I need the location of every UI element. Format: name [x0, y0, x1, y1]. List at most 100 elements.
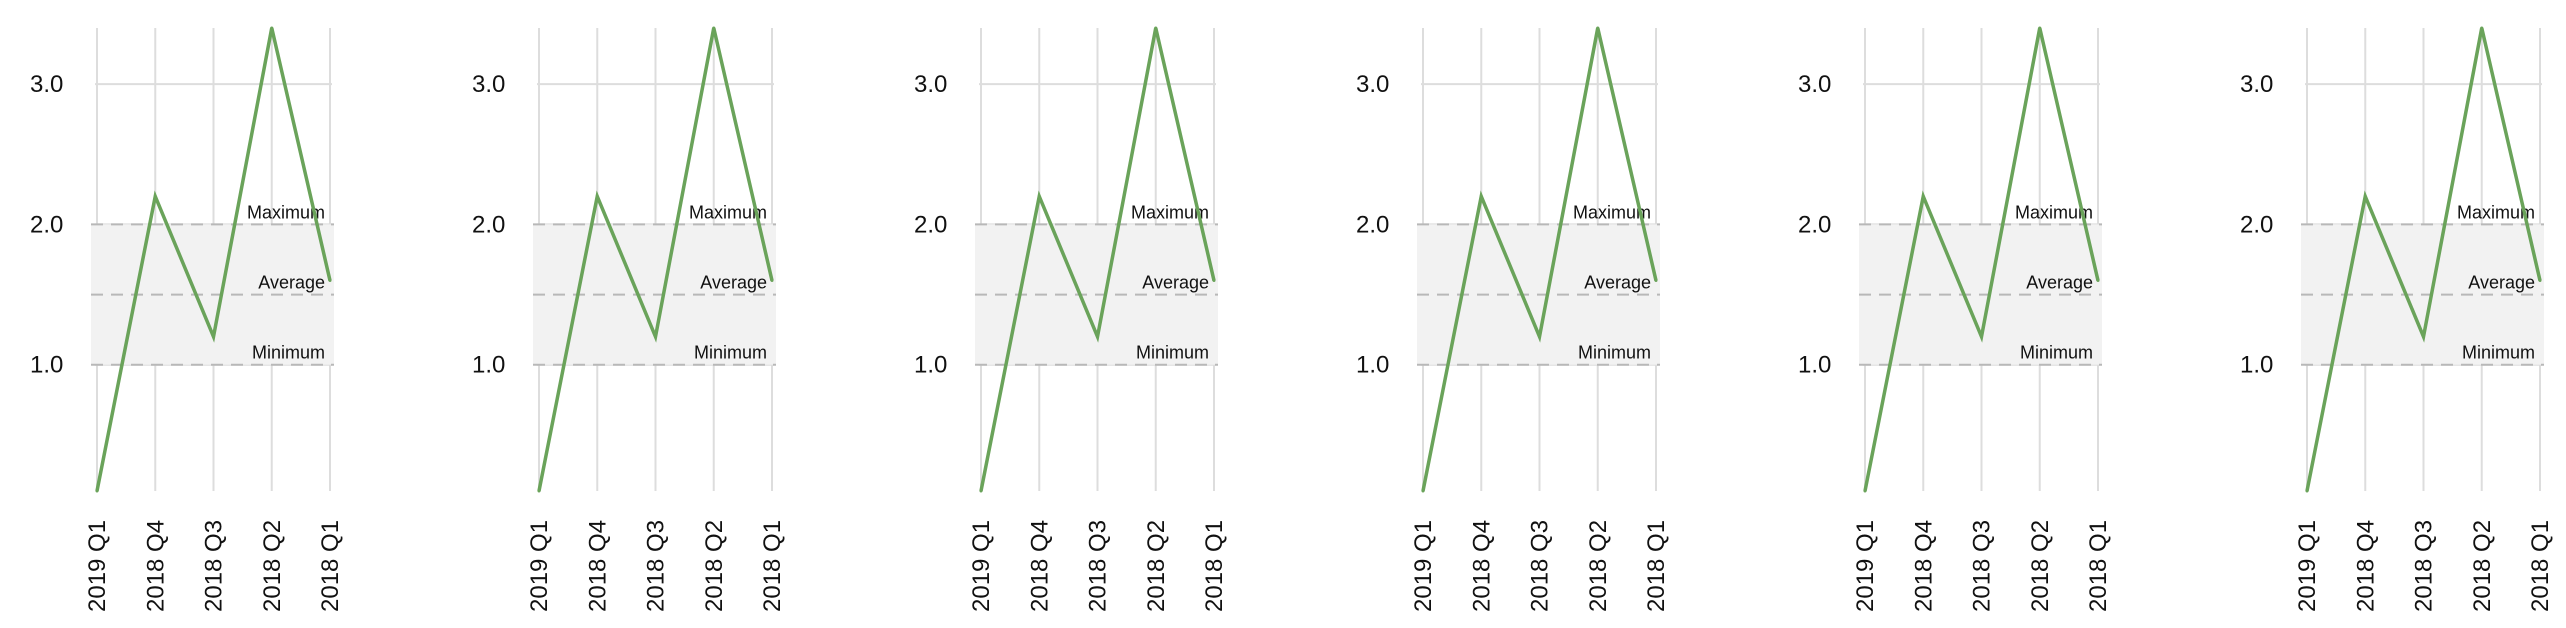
x-tick-label: 2018 Q1	[2085, 520, 2112, 612]
chart-4: Maximum Average Minimum 1.0 2.0 3.0 2019 Q1 201…	[1356, 26, 1670, 612]
x-tick-label: 2018 Q4	[1910, 520, 1937, 612]
reference-label-minimum: Minimum	[252, 343, 325, 363]
y-tick-label: 3.0	[30, 71, 63, 98]
x-tick-label: 2019 Q1	[2294, 520, 2321, 612]
chart-5: Maximum Average Minimum 1.0 2.0 3.0 2019 Q1 201…	[1798, 26, 2112, 612]
y-tick-label: 3.0	[1356, 71, 1389, 98]
y-tick-label: 1.0	[2240, 352, 2273, 379]
reference-label-average: Average	[1584, 273, 1651, 293]
data-point	[979, 489, 983, 493]
y-tick-label: 1.0	[1798, 352, 1831, 379]
data-point	[1654, 279, 1658, 283]
x-tick-label: 2018 Q2	[701, 520, 728, 612]
x-tick-label: 2018 Q2	[259, 520, 286, 612]
data-point	[95, 489, 99, 493]
data-point	[1212, 279, 1216, 283]
reference-label-minimum: Minimum	[2020, 343, 2093, 363]
y-tick-label: 2.0	[1798, 211, 1831, 238]
data-point	[212, 335, 215, 339]
y-tick-label: 2.0	[914, 211, 947, 238]
data-point	[595, 194, 599, 198]
chart-6: Maximum Average Minimum 1.0 2.0 3.0 2019 Q1 201…	[2240, 26, 2554, 612]
data-point	[770, 279, 774, 283]
y-tick-label: 2.0	[30, 211, 63, 238]
y-tick-label: 2.0	[1356, 211, 1389, 238]
chart-1: Maximum Average Minimum 1.0 2.0 3.0 2019 Q1 201…	[30, 26, 344, 612]
x-tick-label: 2019 Q1	[526, 520, 553, 612]
x-tick-label: 2018 Q3	[1969, 520, 1996, 612]
x-tick-label: 2018 Q2	[1585, 520, 1612, 612]
data-point	[1479, 194, 1483, 198]
y-tick-label: 1.0	[472, 352, 505, 379]
y-tick-label: 2.0	[2240, 211, 2273, 238]
x-tick-label: 2018 Q1	[759, 520, 786, 612]
x-tick-label: 2018 Q2	[2469, 520, 2496, 612]
x-tick-label: 2018 Q1	[1201, 520, 1228, 612]
chart-3: Maximum Average Minimum 1.0 2.0 3.0 2019 Q1 201…	[914, 26, 1228, 612]
data-point	[1863, 489, 1867, 493]
data-point	[2038, 26, 2042, 30]
reference-label-maximum: Maximum	[1573, 202, 1651, 222]
y-tick-label: 1.0	[914, 352, 947, 379]
x-tick-label: 2018 Q4	[142, 520, 169, 612]
chart-2: Maximum Average Minimum 1.0 2.0 3.0 2019 Q1 201…	[472, 26, 786, 612]
data-point	[1596, 26, 1600, 30]
x-tick-label: 2018 Q1	[317, 520, 344, 612]
reference-label-average: Average	[258, 273, 325, 293]
x-tick-label: 2018 Q3	[1527, 520, 1554, 612]
x-tick-label: 2018 Q4	[1468, 520, 1495, 612]
reference-label-maximum: Maximum	[247, 202, 325, 222]
data-point	[2096, 279, 2100, 283]
y-tick-label: 2.0	[472, 211, 505, 238]
data-point	[537, 489, 541, 493]
y-tick-label: 1.0	[1356, 352, 1389, 379]
x-tick-label: 2018 Q3	[2411, 520, 2438, 612]
x-tick-label: 2018 Q3	[643, 520, 670, 612]
x-tick-label: 2018 Q3	[1085, 520, 1112, 612]
data-point	[2363, 194, 2367, 198]
x-tick-label: 2018 Q4	[1026, 520, 1053, 612]
x-tick-label: 2019 Q1	[84, 520, 111, 612]
data-point	[2305, 489, 2309, 493]
reference-label-average: Average	[2468, 273, 2535, 293]
y-tick-label: 3.0	[1798, 71, 1831, 98]
x-tick-label: 2018 Q1	[1643, 520, 1670, 612]
data-point	[2422, 335, 2425, 339]
reference-label-minimum: Minimum	[1578, 343, 1651, 363]
y-tick-label: 3.0	[2240, 71, 2273, 98]
y-tick-label: 3.0	[472, 71, 505, 98]
x-tick-label: 2019 Q1	[1852, 520, 1879, 612]
x-tick-label: 2018 Q3	[201, 520, 228, 612]
data-point	[153, 194, 157, 198]
reference-label-minimum: Minimum	[1136, 343, 1209, 363]
data-point	[2480, 26, 2484, 30]
reference-label-maximum: Maximum	[2457, 202, 2535, 222]
data-point	[1980, 335, 1983, 339]
data-point	[1421, 489, 1425, 493]
data-point	[1921, 194, 1925, 198]
y-tick-label: 3.0	[914, 71, 947, 98]
data-point	[1037, 194, 1041, 198]
reference-label-maximum: Maximum	[2015, 202, 2093, 222]
x-tick-label: 2019 Q1	[968, 520, 995, 612]
x-tick-label: 2018 Q4	[584, 520, 611, 612]
reference-label-minimum: Minimum	[694, 343, 767, 363]
reference-label-average: Average	[1142, 273, 1209, 293]
data-point	[1538, 335, 1541, 339]
x-tick-label: 2018 Q2	[1143, 520, 1170, 612]
reference-label-minimum: Minimum	[2462, 343, 2535, 363]
data-point	[2538, 279, 2542, 283]
y-tick-label: 1.0	[30, 352, 63, 379]
data-point	[1154, 26, 1158, 30]
reference-label-maximum: Maximum	[1131, 202, 1209, 222]
x-tick-label: 2018 Q4	[2352, 520, 2379, 612]
x-tick-label: 2018 Q1	[2527, 520, 2554, 612]
reference-label-maximum: Maximum	[689, 202, 767, 222]
x-tick-label: 2019 Q1	[1410, 520, 1437, 612]
data-point	[712, 26, 716, 30]
data-point	[654, 335, 657, 339]
data-point	[328, 279, 332, 283]
data-point	[270, 26, 274, 30]
reference-label-average: Average	[2026, 273, 2093, 293]
